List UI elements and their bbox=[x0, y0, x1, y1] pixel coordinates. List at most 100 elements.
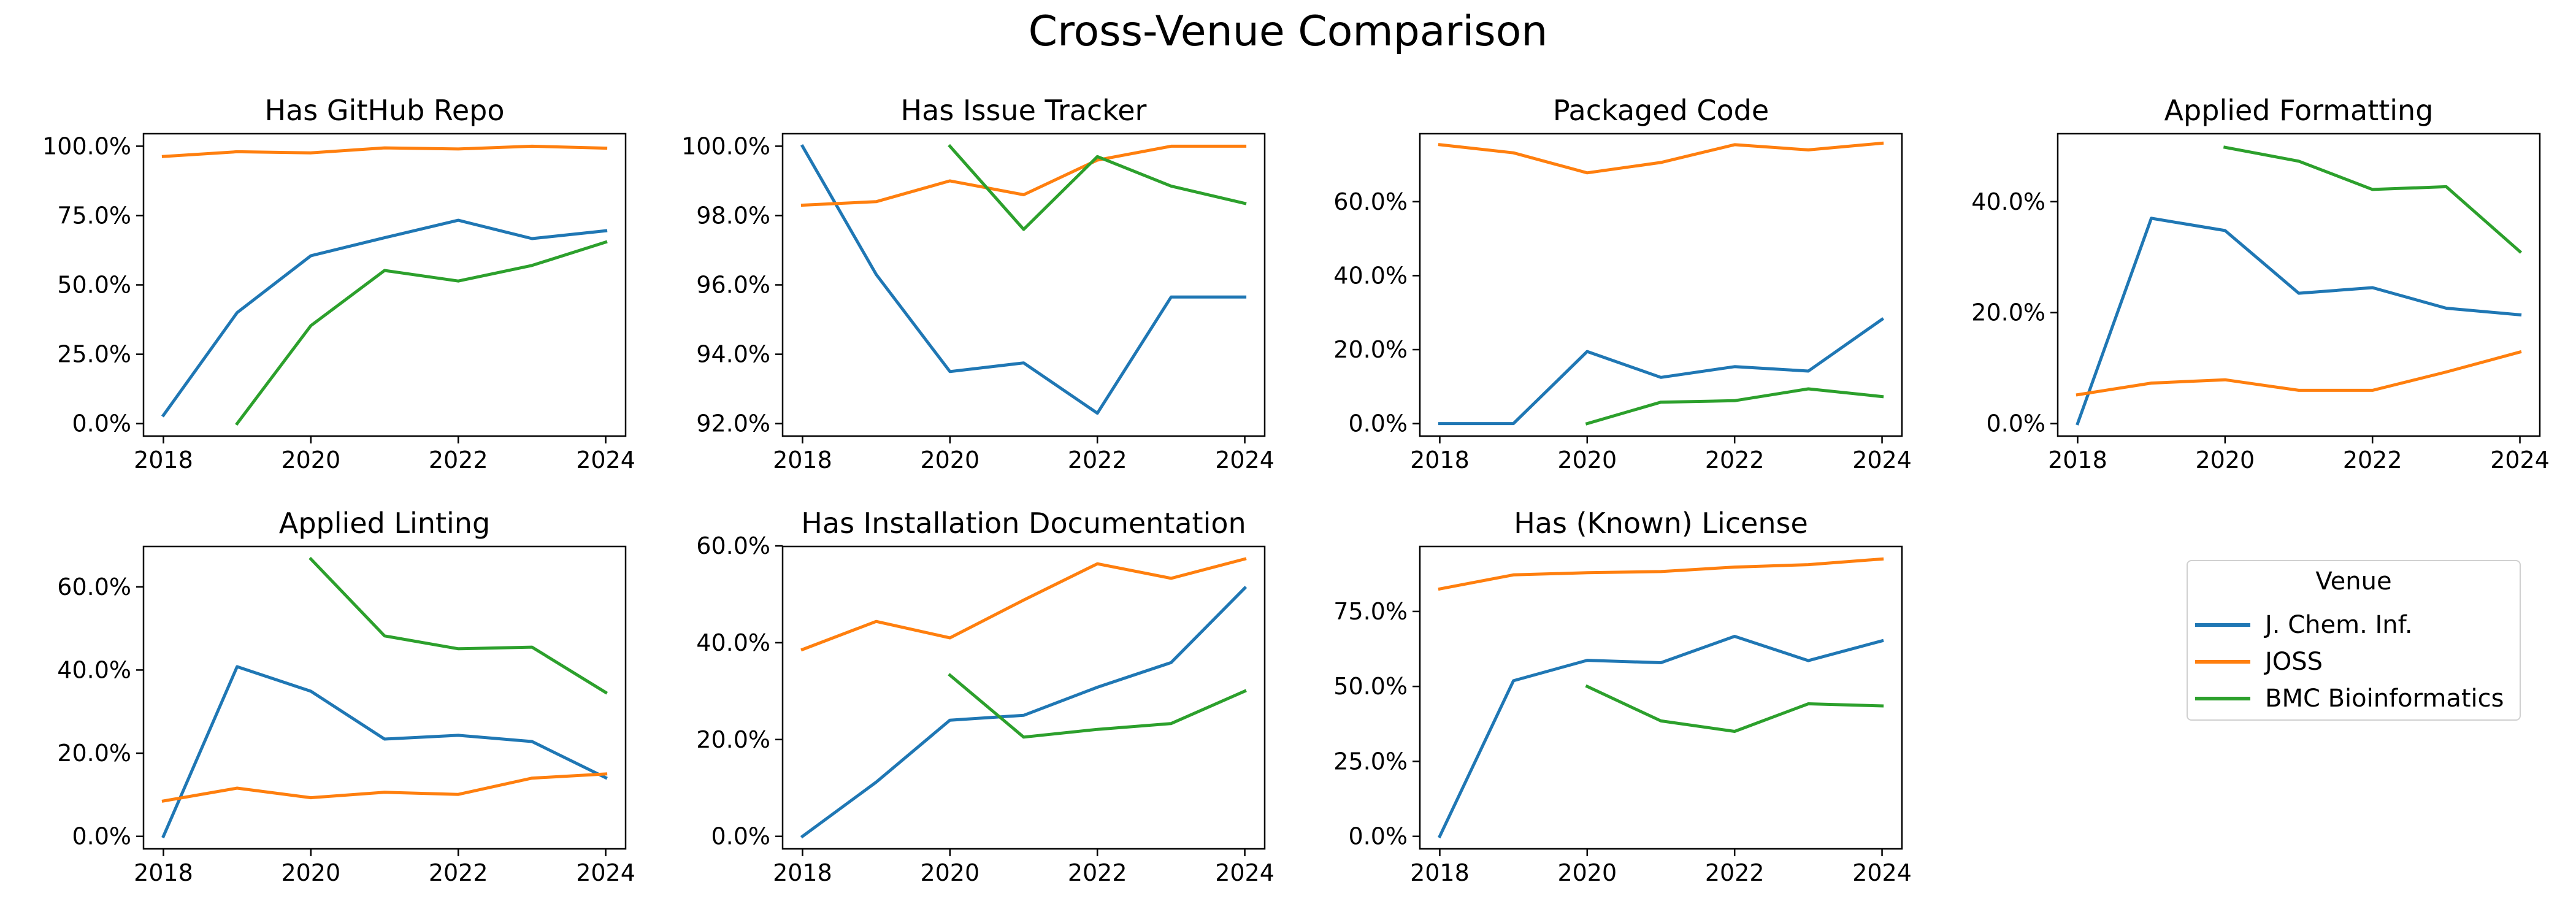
panel-applied-formatting: Applied Formatting 2018 2020 2022 2024 0.0% 20… bbox=[1971, 94, 2550, 473]
series-line-joss bbox=[800, 557, 1247, 652]
x-tick-label: 2018 bbox=[134, 859, 193, 886]
plot-frame bbox=[1419, 545, 1903, 850]
x-tick-label: 2024 bbox=[1852, 859, 1912, 886]
x-tick-label: 2024 bbox=[1215, 859, 1275, 886]
legend-label: J. Chem. Inf. bbox=[2265, 611, 2413, 639]
x-tick-label: 2020 bbox=[281, 447, 340, 473]
y-tick-label: 0.0% bbox=[1348, 410, 1408, 437]
panel-title: Has (Known) License bbox=[1514, 507, 1808, 540]
panel-title: Has Installation Documentation bbox=[801, 507, 1246, 540]
y-tick-label: 40.0% bbox=[696, 629, 770, 656]
legend: Venue J. Chem. Inf. JOSS BMC Bioinformat… bbox=[2187, 560, 2521, 721]
y-tick-label: 20.0% bbox=[1333, 336, 1408, 363]
x-tick-label: 2022 bbox=[1068, 859, 1127, 886]
legend-label: BMC Bioinformatics bbox=[2265, 684, 2504, 713]
y-tick-label: 60.0% bbox=[57, 573, 131, 600]
x-tick-label: 2024 bbox=[1852, 447, 1912, 473]
y-tick-label: 0.0% bbox=[72, 410, 131, 437]
y-tick-label: 100.0% bbox=[681, 132, 770, 159]
plot-frame bbox=[142, 545, 627, 850]
plot-frame bbox=[781, 132, 1266, 437]
panel-has-github-repo: Has GitHub Repo 2018 2020 2022 2024 0.0% 25.0%… bbox=[42, 94, 635, 473]
series-line-j-chem-inf bbox=[800, 586, 1248, 839]
series-line-joss bbox=[1438, 557, 1884, 591]
series-line-j-chem-inf bbox=[1438, 635, 1884, 838]
y-tick-label: 92.0% bbox=[696, 410, 770, 437]
series-line-j-chem-inf bbox=[161, 218, 608, 418]
plot-frame bbox=[781, 545, 1266, 850]
y-tick-label: 0.0% bbox=[1986, 410, 2045, 437]
x-tick-label: 2018 bbox=[2048, 447, 2107, 473]
y-tick-label: 75.0% bbox=[1333, 598, 1408, 625]
y-tick-label: 0.0% bbox=[1348, 823, 1408, 850]
x-tick-label: 2024 bbox=[576, 859, 635, 886]
legend-label: JOSS bbox=[2265, 648, 2323, 676]
y-tick-label: 75.0% bbox=[57, 202, 131, 229]
y-tick-label: 40.0% bbox=[1971, 188, 2045, 215]
legend-swatch bbox=[2195, 660, 2250, 664]
series-line-joss bbox=[1438, 141, 1884, 175]
x-tick-label: 2022 bbox=[1068, 447, 1127, 473]
x-tick-label: 2018 bbox=[134, 447, 193, 473]
x-tick-label: 2022 bbox=[2343, 447, 2402, 473]
series-line-bmc-bioinformatics bbox=[948, 673, 1247, 739]
y-tick-label: 94.0% bbox=[696, 341, 770, 368]
series-line-joss bbox=[800, 144, 1247, 207]
y-tick-label: 20.0% bbox=[696, 726, 770, 753]
y-tick-label: 60.0% bbox=[1333, 188, 1408, 215]
plot-frame bbox=[1419, 132, 1903, 437]
series-line-bmc-bioinformatics bbox=[2223, 145, 2523, 254]
x-tick-label: 2022 bbox=[1705, 859, 1765, 886]
series-line-joss bbox=[161, 144, 608, 158]
legend-title: Venue bbox=[2315, 567, 2392, 596]
series-line-bmc-bioinformatics bbox=[1585, 684, 1884, 733]
y-tick-label: 40.0% bbox=[1333, 262, 1408, 289]
series-line-bmc-bioinformatics bbox=[235, 240, 608, 426]
x-tick-label: 2024 bbox=[2490, 447, 2550, 473]
series-line-j-chem-inf bbox=[161, 665, 608, 838]
y-tick-label: 50.0% bbox=[1333, 673, 1408, 700]
x-tick-label: 2024 bbox=[1215, 447, 1275, 473]
legend-entry-joss: JOSS bbox=[2195, 646, 2323, 678]
series-line-j-chem-inf bbox=[2076, 217, 2522, 426]
panel-has-issue-tracker: Has Issue Tracker 2018 2020 2022 2024 92.0% 94… bbox=[681, 94, 1275, 473]
series-line-j-chem-inf bbox=[1438, 317, 1885, 426]
series-line-bmc-bioinformatics bbox=[948, 144, 1247, 231]
x-tick-label: 2018 bbox=[1410, 859, 1470, 886]
series-line-bmc-bioinformatics bbox=[309, 556, 608, 695]
panel-title: Has GitHub Repo bbox=[265, 94, 505, 127]
series-line-j-chem-inf bbox=[800, 144, 1247, 415]
panel-packaged-code: Packaged Code 2018 2020 2022 2024 0.0% 20.0% 40… bbox=[1333, 94, 1912, 473]
panel-title: Applied Formatting bbox=[2164, 94, 2434, 127]
panel-title: Has Issue Tracker bbox=[901, 94, 1147, 127]
y-tick-label: 25.0% bbox=[1333, 748, 1408, 775]
plot-frame bbox=[142, 132, 627, 437]
y-tick-label: 20.0% bbox=[57, 740, 131, 767]
x-tick-label: 2020 bbox=[2195, 447, 2255, 473]
x-tick-label: 2020 bbox=[1557, 859, 1617, 886]
legend-swatch bbox=[2195, 697, 2250, 700]
x-tick-label: 2018 bbox=[1410, 447, 1470, 473]
y-tick-label: 100.0% bbox=[42, 132, 131, 159]
y-tick-label: 98.0% bbox=[696, 202, 770, 229]
panel-has-installation-documentation: Has Installation Documentation 2018 2020 20… bbox=[696, 507, 1275, 886]
x-tick-label: 2022 bbox=[1705, 447, 1765, 473]
panel-applied-linting: Applied Linting 2018 2020 2022 2024 0.0% 20.0%… bbox=[57, 507, 635, 886]
x-tick-label: 2024 bbox=[576, 447, 635, 473]
x-tick-label: 2018 bbox=[773, 859, 832, 886]
series-line-bmc-bioinformatics bbox=[1585, 387, 1884, 426]
x-tick-label: 2018 bbox=[773, 447, 832, 473]
x-tick-label: 2020 bbox=[1557, 447, 1617, 473]
x-tick-label: 2020 bbox=[920, 447, 979, 473]
plot-frame bbox=[2057, 132, 2541, 437]
series-line-joss bbox=[2076, 350, 2522, 397]
y-tick-label: 60.0% bbox=[696, 532, 770, 559]
y-tick-label: 0.0% bbox=[711, 823, 770, 850]
panel-title: Applied Linting bbox=[279, 507, 490, 540]
y-tick-label: 0.0% bbox=[72, 823, 131, 850]
x-tick-label: 2020 bbox=[281, 859, 340, 886]
y-tick-label: 40.0% bbox=[57, 656, 131, 683]
y-tick-label: 25.0% bbox=[57, 341, 131, 368]
